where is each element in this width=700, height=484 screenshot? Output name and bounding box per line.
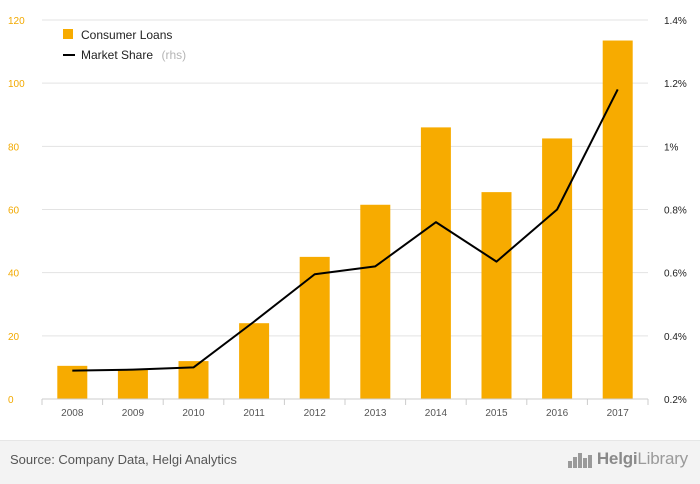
y-tick-label-left: 120: [8, 16, 25, 27]
legend-label-market-share-group: Market Share (rhs): [81, 46, 186, 63]
footer: Source: Company Data, Helgi Analytics He…: [0, 440, 700, 484]
y2-tick-label-right: 1.4%: [664, 16, 687, 27]
brand-logo: HelgiLibrary: [567, 448, 688, 470]
y-tick-label-left: 40: [8, 269, 20, 280]
bar-consumer-loans: [602, 40, 633, 399]
bar-consumer-loans: [360, 204, 391, 399]
y2-tick-label-right: 0.8%: [664, 206, 687, 217]
legend-label-market-share: Market Share: [81, 48, 153, 62]
line-layer: [72, 89, 619, 372]
x-tick-label: 2010: [182, 408, 205, 419]
brand-prefix: Helgi: [596, 449, 638, 468]
x-tick-label: 2012: [304, 408, 327, 419]
y-tick-label-left: 20: [8, 332, 20, 343]
bar-consumer-loans: [481, 192, 512, 399]
bar-consumer-loans: [299, 256, 330, 399]
bar-consumer-loans: [542, 138, 573, 399]
y-tick-label-left: 60: [8, 206, 20, 217]
y2-tick-label-right: 1%: [664, 142, 679, 153]
legend: Consumer Loans Market Share (rhs): [63, 28, 186, 63]
x-tick-label: 2015: [485, 408, 508, 419]
y2-tick-label-right: 0.4%: [664, 332, 687, 343]
x-tick-label: 2013: [364, 408, 387, 419]
x-tick-label: 2008: [61, 408, 84, 419]
x-tick-label: 2016: [546, 408, 569, 419]
x-tick-label: 2014: [425, 408, 448, 419]
x-tick-label: 2017: [607, 408, 630, 419]
legend-label-consumer-loans: Consumer Loans: [81, 28, 172, 42]
brand-suffix: Library: [637, 449, 688, 468]
source-text: Source: Company Data, Helgi Analytics: [10, 452, 237, 467]
axes: 0 20 40 60 80 100 120 0.2% 0.4% 0.6% 0.8% 1% 1.2% 1.4…: [8, 16, 687, 419]
bar-consumer-loans: [239, 323, 270, 399]
legend-note-rhs: (rhs): [161, 48, 186, 62]
x-tick-label: 2011: [243, 408, 265, 419]
y-tick-label-left: 100: [8, 79, 25, 90]
legend-swatch-consumer-loans: [63, 29, 73, 39]
bar-consumer-loans: [420, 127, 451, 399]
brand-name: HelgiLibrary: [597, 449, 688, 469]
bar-consumer-loans: [117, 368, 148, 399]
y2-tick-label-right: 1.2%: [664, 79, 687, 90]
y-tick-label-left: 80: [8, 142, 20, 153]
y2-tick-label-right: 0.6%: [664, 269, 687, 280]
chart: 0 20 40 60 80 100 120 0.2% 0.4% 0.6% 0.8% 1% 1.2% 1.4…: [8, 16, 687, 419]
line-market-share: [72, 89, 619, 372]
bars: [57, 40, 633, 399]
x-tick-label: 2009: [122, 408, 145, 419]
y2-tick-label-right: 0.2%: [664, 395, 687, 406]
y-tick-label-left: 0: [8, 395, 14, 406]
library-icon: [567, 453, 592, 468]
